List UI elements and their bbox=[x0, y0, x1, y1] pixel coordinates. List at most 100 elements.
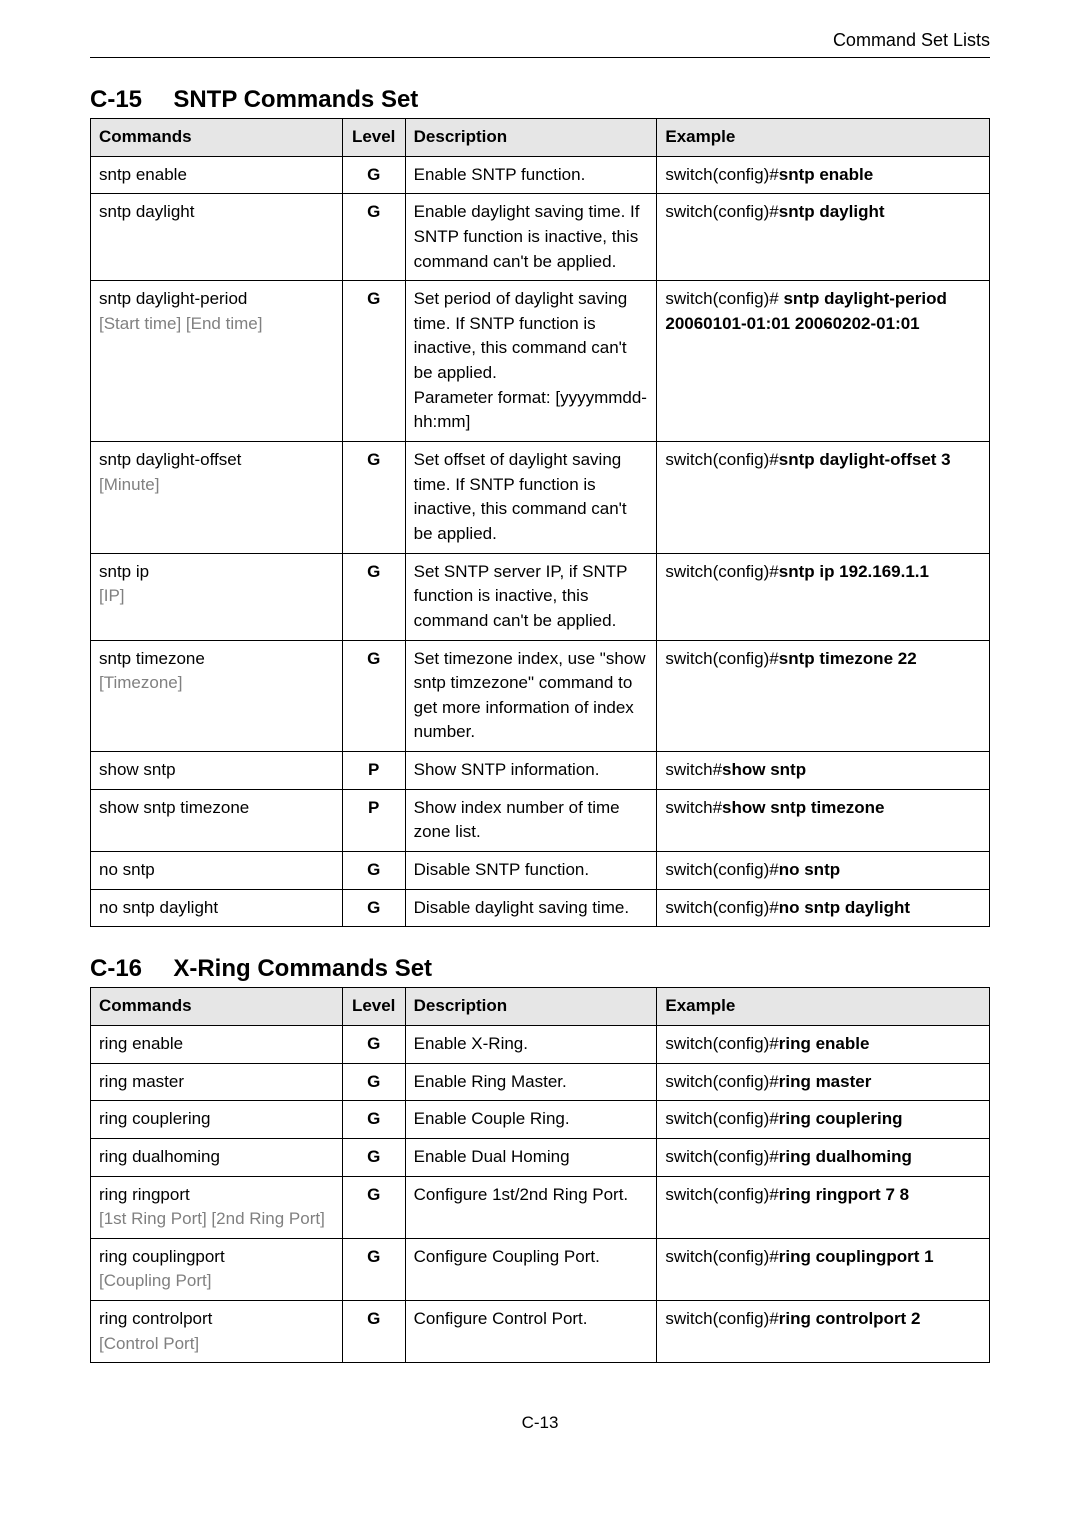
cell-command: sntp daylight-period[Start time] [End ti… bbox=[91, 281, 343, 442]
section-heading: X-Ring Commands Set bbox=[173, 955, 432, 982]
cell-command: sntp daylight-offset[Minute] bbox=[91, 442, 343, 554]
example-command: ring controlport 2 bbox=[779, 1309, 921, 1328]
example-prefix: switch(config)# bbox=[665, 1147, 778, 1166]
table-row: sntp ip[IP]GSet SNTP server IP, if SNTP … bbox=[91, 553, 990, 640]
cell-description: Set SNTP server IP, if SNTP function is … bbox=[405, 553, 657, 640]
table-row: no sntp daylightGDisable daylight saving… bbox=[91, 889, 990, 927]
command-name: no sntp bbox=[99, 860, 155, 879]
cell-command: ring controlport [Control Port] bbox=[91, 1301, 343, 1363]
table-row: show sntpPShow SNTP information.switch#s… bbox=[91, 752, 990, 790]
example-command: sntp daylight bbox=[779, 202, 885, 221]
example-command: show sntp bbox=[722, 760, 806, 779]
table-row: sntp daylightGEnable daylight saving tim… bbox=[91, 194, 990, 281]
command-name: sntp daylight-period bbox=[99, 289, 247, 308]
cell-command: sntp ip [IP] bbox=[91, 553, 343, 640]
commands-table: CommandsLevelDescriptionExamplering enab… bbox=[90, 987, 990, 1363]
command-name: ring couplering bbox=[99, 1109, 211, 1128]
table-row: sntp daylight-offset[Minute]GSet offset … bbox=[91, 442, 990, 554]
example-command: sntp daylight-offset 3 bbox=[779, 450, 951, 469]
table-row: ring ringport[1st Ring Port] [2nd Ring P… bbox=[91, 1176, 990, 1238]
cell-level: G bbox=[342, 1301, 405, 1363]
example-prefix: switch(config)# bbox=[665, 1247, 778, 1266]
section-number: C-15 bbox=[90, 86, 160, 114]
cell-description: Enable X-Ring. bbox=[405, 1025, 657, 1063]
command-param: [Timezone] bbox=[99, 673, 182, 692]
section-number: C-16 bbox=[90, 955, 160, 983]
example-command: ring master bbox=[779, 1072, 872, 1091]
example-prefix: switch# bbox=[665, 798, 722, 817]
example-prefix: switch(config)# bbox=[665, 860, 778, 879]
command-param: [IP] bbox=[99, 586, 125, 605]
command-name: no sntp daylight bbox=[99, 898, 218, 917]
command-name: ring dualhoming bbox=[99, 1147, 220, 1166]
command-name: sntp ip bbox=[99, 562, 149, 581]
cell-example: switch(config)#ring dualhoming bbox=[657, 1138, 990, 1176]
example-prefix: switch(config)# bbox=[665, 562, 778, 581]
example-command: ring couplingport 1 bbox=[779, 1247, 934, 1266]
cell-description: Enable SNTP function. bbox=[405, 156, 657, 194]
table-row: no sntpGDisable SNTP function.switch(con… bbox=[91, 852, 990, 890]
column-header: Description bbox=[405, 988, 657, 1026]
cell-example: switch(config)#sntp timezone 22 bbox=[657, 640, 990, 752]
cell-command: sntp daylight bbox=[91, 194, 343, 281]
cell-description: Disable SNTP function. bbox=[405, 852, 657, 890]
command-name: show sntp timezone bbox=[99, 798, 249, 817]
cell-example: switch(config)#ring couplering bbox=[657, 1101, 990, 1139]
cell-example: switch(config)#sntp ip 192.169.1.1 bbox=[657, 553, 990, 640]
cell-level: G bbox=[342, 281, 405, 442]
cell-level: G bbox=[342, 852, 405, 890]
cell-example: switch(config)# sntp daylight-period 200… bbox=[657, 281, 990, 442]
cell-command: show sntp bbox=[91, 752, 343, 790]
cell-command: ring dualhoming bbox=[91, 1138, 343, 1176]
cell-description: Configure Coupling Port. bbox=[405, 1238, 657, 1300]
example-command: no sntp daylight bbox=[779, 898, 910, 917]
table-row: ring coupleringGEnable Couple Ring.switc… bbox=[91, 1101, 990, 1139]
command-param: [Control Port] bbox=[99, 1334, 199, 1353]
cell-example: switch#show sntp timezone bbox=[657, 789, 990, 851]
cell-command: show sntp timezone bbox=[91, 789, 343, 851]
cell-example: switch(config)#no sntp daylight bbox=[657, 889, 990, 927]
cell-description: Configure 1st/2nd Ring Port. bbox=[405, 1176, 657, 1238]
example-prefix: switch(config)# bbox=[665, 289, 783, 308]
cell-command: ring couplering bbox=[91, 1101, 343, 1139]
table-row: sntp enableGEnable SNTP function.switch(… bbox=[91, 156, 990, 194]
example-command: ring enable bbox=[779, 1034, 870, 1053]
page-header: Command Set Lists bbox=[90, 30, 990, 58]
cell-description: Configure Control Port. bbox=[405, 1301, 657, 1363]
cell-description: Enable Ring Master. bbox=[405, 1063, 657, 1101]
cell-description: Set timezone index, use "show sntp timze… bbox=[405, 640, 657, 752]
command-name: show sntp bbox=[99, 760, 176, 779]
column-header: Commands bbox=[91, 119, 343, 157]
cell-example: switch(config)#ring controlport 2 bbox=[657, 1301, 990, 1363]
cell-level: P bbox=[342, 752, 405, 790]
example-prefix: switch(config)# bbox=[665, 898, 778, 917]
cell-description: Enable Couple Ring. bbox=[405, 1101, 657, 1139]
cell-example: switch(config)#no sntp bbox=[657, 852, 990, 890]
cell-level: G bbox=[342, 194, 405, 281]
cell-example: switch(config)#ring couplingport 1 bbox=[657, 1238, 990, 1300]
cell-example: switch(config)#ring master bbox=[657, 1063, 990, 1101]
table-row: sntp timezone[Timezone]GSet timezone ind… bbox=[91, 640, 990, 752]
example-command: sntp enable bbox=[779, 165, 873, 184]
cell-description: Enable daylight saving time. If SNTP fun… bbox=[405, 194, 657, 281]
example-prefix: switch(config)# bbox=[665, 450, 778, 469]
example-prefix: switch(config)# bbox=[665, 1072, 778, 1091]
example-prefix: switch# bbox=[665, 760, 722, 779]
table-row: show sntp timezone PShow index number of … bbox=[91, 789, 990, 851]
example-prefix: switch(config)# bbox=[665, 165, 778, 184]
command-param: [1st Ring Port] [2nd Ring Port] bbox=[99, 1209, 325, 1228]
command-name: sntp timezone bbox=[99, 649, 205, 668]
command-name: ring controlport bbox=[99, 1309, 212, 1328]
cell-description: Show SNTP information. bbox=[405, 752, 657, 790]
column-header: Description bbox=[405, 119, 657, 157]
command-name: ring couplingport bbox=[99, 1247, 225, 1266]
example-prefix: switch(config)# bbox=[665, 1185, 778, 1204]
cell-command: ring enable bbox=[91, 1025, 343, 1063]
cell-level: P bbox=[342, 789, 405, 851]
cell-command: sntp enable bbox=[91, 156, 343, 194]
example-command: show sntp timezone bbox=[722, 798, 884, 817]
cell-description: Disable daylight saving time. bbox=[405, 889, 657, 927]
cell-command: ring ringport[1st Ring Port] [2nd Ring P… bbox=[91, 1176, 343, 1238]
cell-example: switch(config)#ring ringport 7 8 bbox=[657, 1176, 990, 1238]
cell-description: Show index number of time zone list. bbox=[405, 789, 657, 851]
